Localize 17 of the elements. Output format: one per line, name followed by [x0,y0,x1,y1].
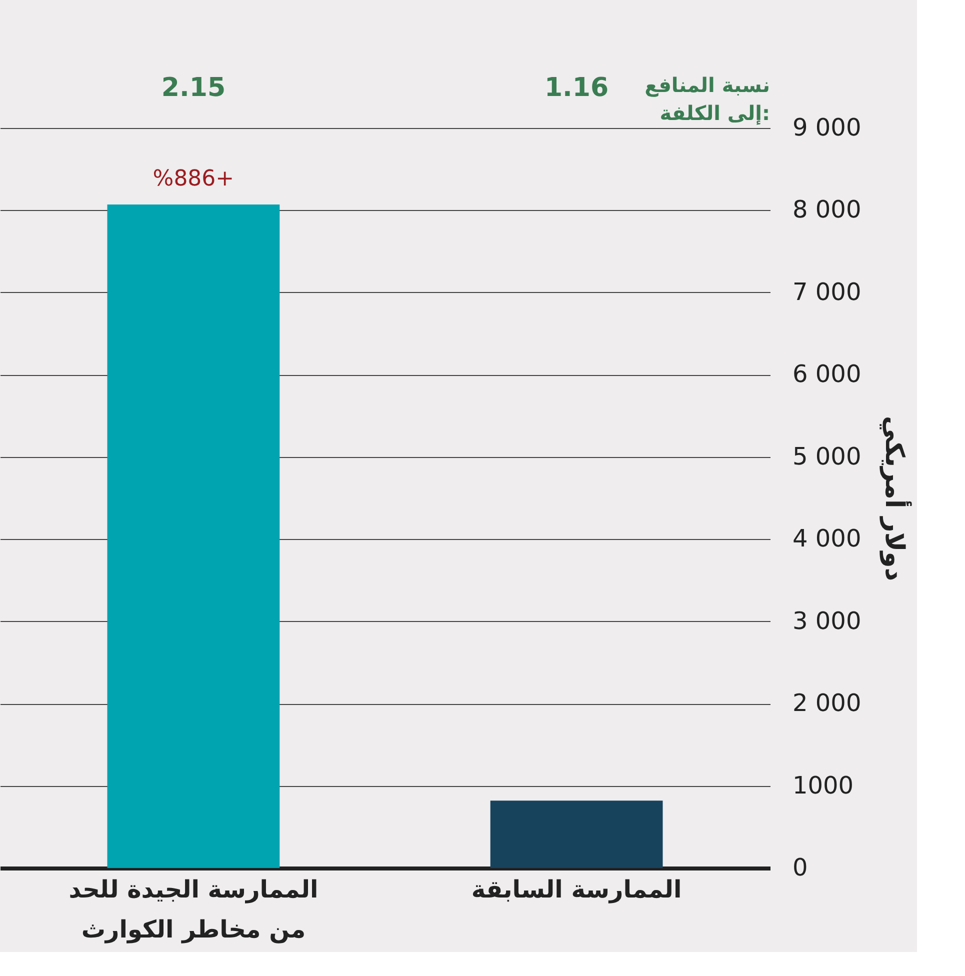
y-tick-label: 4 000 [792,524,862,553]
text: نسبة المنافع إلى الكلفة: [644,73,770,125]
y-tick-label: 2 000 [792,689,862,718]
y-tick-label: 8 000 [792,196,862,224]
y-tick-label: 0 [792,854,808,882]
y-tick-label: 1000 [792,771,854,800]
x-tick-label: الممارسة الجيدة للحد من مخاطر الكوارث [68,876,318,944]
y-tick-label: 5 000 [792,442,862,470]
text: 1.16 [544,73,609,103]
y-tick-label: 9 000 [792,114,862,142]
x-tick-label: الممارسة السابقة [471,876,682,904]
y-axis-title: دولار أمريكي [879,416,912,582]
text: 2.15 [161,73,226,103]
y-tick-label: 7 000 [792,278,862,306]
annotation: %886+ [152,166,234,192]
y-tick-label: 3 000 [792,606,862,635]
y-tick-label: 6 000 [792,360,862,388]
